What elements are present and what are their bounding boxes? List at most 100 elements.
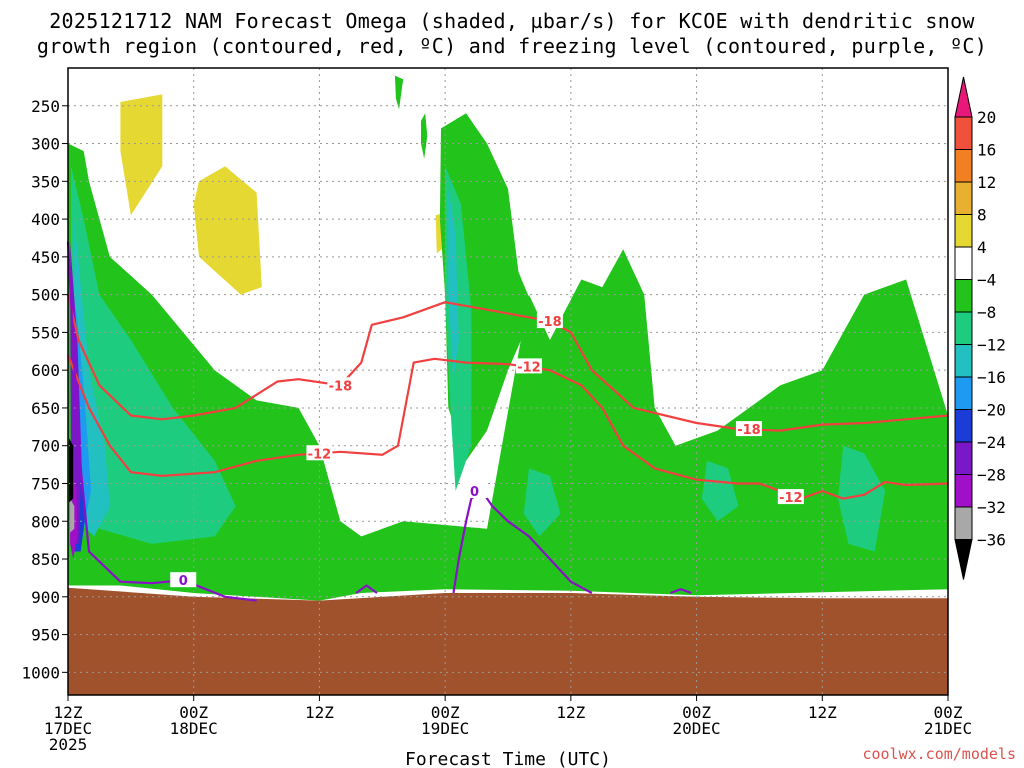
colorbar-label-3: 8 bbox=[977, 206, 987, 225]
colorbar-label-0: 20 bbox=[977, 108, 996, 127]
y-tick-label-500: 500 bbox=[31, 286, 60, 305]
chart-title-line-1: 2025121712 NAM Forecast Omega (shaded, µ… bbox=[49, 9, 975, 33]
colorbar-bin-10 bbox=[954, 409, 973, 443]
ground-surface bbox=[68, 587, 948, 695]
contour-label-1-0: -12 bbox=[308, 447, 332, 462]
colorbar-bin-9 bbox=[954, 376, 973, 410]
colorbar-label-9: −20 bbox=[977, 401, 1006, 420]
colorbar-bin-3 bbox=[954, 181, 973, 215]
y-tick-label-700: 700 bbox=[31, 437, 60, 456]
dendritic-contour-1 bbox=[66, 354, 949, 500]
x-tick-label-0-0: 12Z bbox=[54, 703, 83, 722]
y-tick-label-750: 750 bbox=[31, 474, 60, 493]
colorbar-bin-11 bbox=[954, 441, 973, 475]
colorbar-label-5: −4 bbox=[977, 271, 996, 290]
colorbar-label-6: −8 bbox=[977, 303, 996, 322]
colorbar-label-11: −28 bbox=[977, 466, 1006, 485]
omega-region-0 bbox=[120, 94, 163, 216]
y-tick-label-350: 350 bbox=[31, 172, 60, 191]
x-tick-label-0-1: 17DEC bbox=[44, 719, 92, 738]
colorbar-label-12: −32 bbox=[977, 498, 1006, 517]
y-tick-label-550: 550 bbox=[31, 323, 60, 342]
x-tick-label-36-0: 00Z bbox=[431, 703, 460, 722]
contour-label-bg bbox=[170, 572, 197, 588]
contour-label-2-0: 0 bbox=[179, 574, 188, 589]
omega-region-18 bbox=[70, 498, 75, 533]
colorbar-label-10: −24 bbox=[977, 433, 1006, 452]
ground-terrain bbox=[68, 587, 948, 695]
y-tick-label-850: 850 bbox=[31, 550, 60, 569]
x-tick-label-84-1: 21DEC bbox=[924, 719, 972, 738]
colorbar-bin-5 bbox=[954, 246, 973, 280]
y-tick-label-450: 450 bbox=[31, 248, 60, 267]
omega-region-9 bbox=[523, 468, 561, 537]
contour-label-bg bbox=[536, 313, 563, 329]
y-tick-label-1000: 1000 bbox=[21, 663, 60, 682]
omega-region-19 bbox=[69, 438, 74, 503]
x-tick-label-0-2: 2025 bbox=[49, 735, 88, 754]
contour-label-1-1: -12 bbox=[517, 360, 541, 375]
colorbar-label-1: 16 bbox=[977, 141, 996, 160]
contour-label-bg bbox=[777, 489, 804, 505]
temperature-contours: -18 -18 -18 -12 -12 -12 0 0 bbox=[66, 241, 949, 602]
x-tick-label-24-0: 12Z bbox=[305, 703, 334, 722]
freezing-contour-2 bbox=[66, 241, 257, 602]
x-axis-label: Forecast Time (UTC) bbox=[405, 749, 611, 768]
source-credit: coolwx.com/models bbox=[862, 745, 1016, 763]
x-tick-label-48-0: 12Z bbox=[556, 703, 585, 722]
freezing-contour-5 bbox=[670, 588, 692, 595]
omega-region-5 bbox=[394, 75, 404, 110]
omega-region-1 bbox=[193, 166, 262, 295]
colorbar-bin-6 bbox=[954, 279, 973, 313]
colorbar-label-13: −36 bbox=[977, 531, 1006, 550]
colorbar-label-4: 4 bbox=[977, 238, 987, 257]
colorbar-bin-12 bbox=[954, 474, 973, 508]
contour-label-0-2: -18 bbox=[737, 423, 761, 438]
contour-label-bg bbox=[327, 377, 354, 393]
freezing-contour-4 bbox=[355, 584, 378, 594]
contour-label-3-0: 0 bbox=[470, 485, 479, 500]
x-tick-label-12-0: 00Z bbox=[179, 703, 208, 722]
colorbar-bin-13 bbox=[954, 506, 973, 540]
dendritic-contour-0 bbox=[66, 294, 949, 432]
contour-label-bg bbox=[515, 358, 542, 374]
omega-region-10 bbox=[701, 460, 739, 522]
y-tick-label-950: 950 bbox=[31, 626, 60, 645]
colorbar-label-2: 12 bbox=[977, 173, 996, 192]
contour-label-0-1: -18 bbox=[538, 315, 562, 330]
omega-region-11 bbox=[838, 445, 886, 552]
plot-frame bbox=[67, 67, 949, 696]
omega-region-4 bbox=[421, 113, 428, 159]
x-tick-label-60-0: 00Z bbox=[682, 703, 711, 722]
y-tick-label-600: 600 bbox=[31, 361, 60, 380]
colorbar-bin-2 bbox=[954, 149, 973, 183]
y-tick-label-800: 800 bbox=[31, 512, 60, 531]
contour-label-bg bbox=[461, 483, 488, 499]
x-tick-label-36-1: 19DEC bbox=[421, 719, 469, 738]
omega-region-13 bbox=[448, 188, 459, 378]
x-tick-label-72-0: 12Z bbox=[808, 703, 837, 722]
y-tick-label-900: 900 bbox=[31, 588, 60, 607]
chart-title-line-2: growth region (contoured, red, ºC) and f… bbox=[36, 34, 988, 58]
y-tick-label-400: 400 bbox=[31, 210, 60, 229]
y-tick-label-250: 250 bbox=[31, 97, 60, 116]
contour-label-0-0: -18 bbox=[329, 379, 353, 394]
contour-label-bg bbox=[306, 445, 333, 461]
colorbar-bin-8 bbox=[954, 344, 973, 378]
x-tick-label-12-1: 18DEC bbox=[170, 719, 218, 738]
colorbar-top-arrow bbox=[954, 76, 973, 118]
contour-label-1-2: -12 bbox=[779, 491, 803, 506]
y-axis-pressure: 250 300 350 400 450 500 550 600 650 700 750 800 850 9… bbox=[21, 97, 68, 682]
x-tick-label-84-0: 00Z bbox=[934, 703, 963, 722]
contour-label-bg bbox=[735, 421, 762, 437]
colorbar-bin-7 bbox=[954, 311, 973, 345]
y-tick-label-300: 300 bbox=[31, 135, 60, 154]
y-tick-label-650: 650 bbox=[31, 399, 60, 418]
colorbar-legend: 20 16 12 8 4 −4 −8 −12 −16 −20 −24 −28 −32 −36 bbox=[954, 76, 1006, 580]
x-tick-label-60-1: 20DEC bbox=[672, 719, 720, 738]
colorbar-label-8: −16 bbox=[977, 368, 1006, 387]
colorbar-bin-1 bbox=[954, 116, 973, 150]
colorbar-bin-4 bbox=[954, 214, 973, 248]
